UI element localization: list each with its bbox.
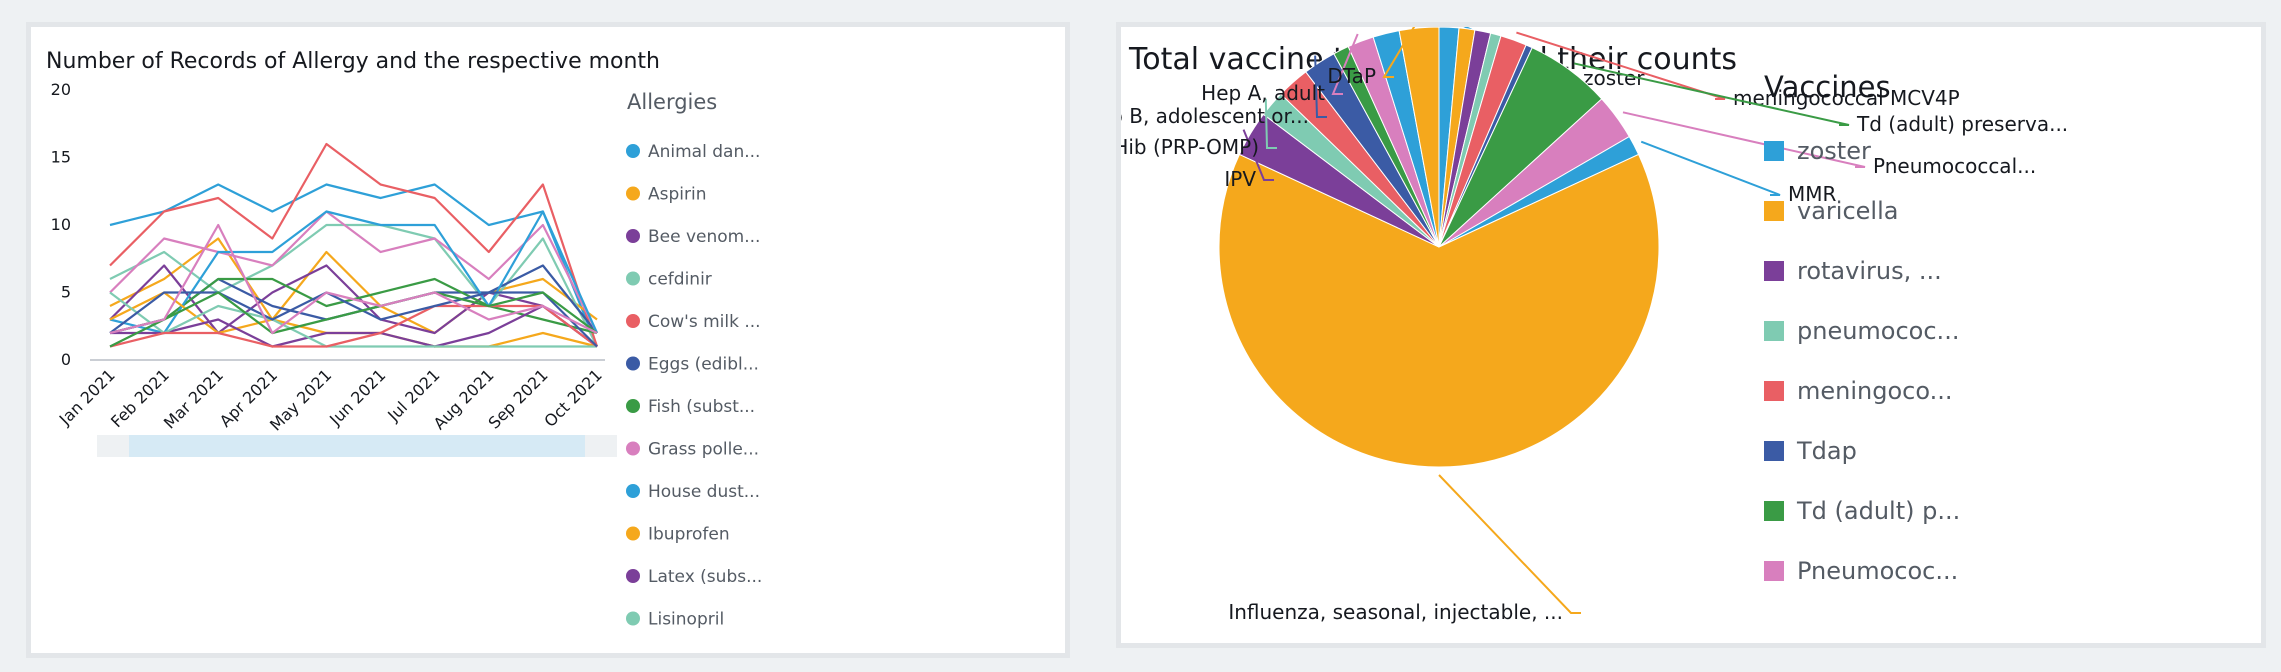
pie-leader-line bbox=[1314, 55, 1327, 118]
legend-marker bbox=[1764, 321, 1784, 341]
legend-label: Bee venom... bbox=[648, 227, 760, 247]
legend-label: Td (adult) p... bbox=[1796, 497, 1960, 525]
legend-marker bbox=[1764, 441, 1784, 461]
legend-marker bbox=[626, 186, 640, 201]
x-tick-label: Sep 2021 bbox=[485, 365, 552, 432]
legend-marker bbox=[1764, 501, 1784, 521]
y-tick-label: 5 bbox=[61, 283, 71, 302]
y-tick-label: 20 bbox=[51, 80, 71, 99]
legend-label: Animal dan... bbox=[648, 142, 760, 162]
legend-marker bbox=[626, 229, 640, 243]
legend-label: pneumococ... bbox=[1797, 317, 1959, 345]
pie-slice-label: Pneumococcal... bbox=[1873, 154, 2036, 178]
legend-label: Latex (subs... bbox=[648, 567, 762, 587]
y-tick-label: 10 bbox=[51, 215, 71, 234]
legend-marker bbox=[1764, 381, 1784, 401]
legend-marker bbox=[626, 611, 640, 626]
legend-marker bbox=[1764, 201, 1784, 221]
series-line bbox=[109, 291, 598, 348]
legend-label: Pneumococ... bbox=[1797, 557, 1958, 585]
pie-slice-label: Influenza, seasonal, injectable, ... bbox=[1228, 600, 1563, 624]
legend-marker bbox=[1764, 261, 1784, 281]
legend-label: House dust... bbox=[648, 482, 760, 502]
series-line bbox=[109, 291, 597, 348]
x-tick-label: Oct 2021 bbox=[540, 365, 605, 430]
legend-marker bbox=[626, 314, 640, 328]
pie-leader-line bbox=[1264, 98, 1277, 149]
legend-label: Grass polle... bbox=[648, 440, 759, 460]
allergy-chart-panel: Number of Records of Allergy and the res… bbox=[26, 22, 1070, 658]
pie-leader-line bbox=[1382, 27, 1416, 78]
pie-slice-label: DTaP bbox=[1327, 64, 1376, 88]
pie-slice-label: meningococcal MCV4P bbox=[1733, 86, 1960, 110]
pie-slice-label: MMR bbox=[1788, 182, 1837, 206]
y-tick-label: 15 bbox=[51, 148, 71, 167]
legend-marker bbox=[626, 526, 640, 541]
legend-marker bbox=[626, 441, 640, 456]
legend-label: Fish (subst... bbox=[648, 397, 755, 417]
legend-marker bbox=[626, 356, 640, 371]
legend-label: meningoco... bbox=[1797, 377, 1953, 405]
legend-marker bbox=[626, 569, 640, 583]
pie-leader-line bbox=[1622, 111, 1866, 168]
legend-label: Lisinopril bbox=[648, 610, 724, 630]
pie-slice-label: Hep A, adult bbox=[1201, 81, 1325, 105]
allergy-chart-title: Number of Records of Allergy and the res… bbox=[46, 49, 661, 74]
legend-label: Cow's milk ... bbox=[648, 312, 761, 332]
pie-slice-label: Hib (PRP-OMP) bbox=[1121, 135, 1259, 159]
series-line bbox=[110, 304, 598, 348]
legend-marker bbox=[626, 271, 640, 286]
legend-marker bbox=[1764, 141, 1784, 161]
pie-leader-line bbox=[1516, 31, 1726, 100]
pie-leader-line bbox=[1242, 129, 1274, 181]
pie-slice bbox=[1218, 153, 1660, 468]
legend-label: rotavirus, ... bbox=[1797, 257, 1942, 285]
legend-label: cefdinir bbox=[648, 270, 712, 290]
series-line bbox=[109, 291, 598, 348]
pie-slice-label: Td (adult) preserva... bbox=[1856, 112, 2068, 136]
chart-scrollbar-thumb bbox=[129, 435, 585, 457]
x-tick-label: Jun 2021 bbox=[325, 365, 389, 429]
legend-label: varicella bbox=[1797, 197, 1898, 225]
y-tick-label: 0 bbox=[61, 350, 71, 369]
legend-marker bbox=[1764, 561, 1784, 581]
pie-leader-line bbox=[1331, 33, 1359, 95]
legend-marker bbox=[626, 399, 640, 413]
series-line bbox=[109, 223, 598, 335]
legend-label: zoster bbox=[1797, 137, 1871, 165]
legend-label: Eggs (edibl... bbox=[648, 355, 759, 375]
legend-label: Tdap bbox=[1796, 437, 1857, 465]
pie-leader-line bbox=[1438, 474, 1581, 614]
pie-slice-label: Hep B, adolescent or... bbox=[1121, 104, 1309, 128]
legend-marker bbox=[626, 144, 640, 158]
legend-label: Aspirin bbox=[648, 185, 707, 205]
legend-label: Ibuprofen bbox=[648, 525, 730, 545]
pie-slice-label: IPV bbox=[1224, 167, 1256, 191]
series-line bbox=[109, 304, 598, 348]
series-line bbox=[109, 142, 599, 347]
series-line bbox=[109, 210, 598, 334]
x-tick-label: Mar 2021 bbox=[160, 365, 227, 432]
legend-marker bbox=[626, 484, 640, 498]
vaccine-legend-title: Vaccines bbox=[1764, 70, 1891, 104]
series-line bbox=[109, 237, 598, 335]
pie-leader-line bbox=[1640, 140, 1781, 196]
allergy-legend-title: Allergies bbox=[627, 90, 717, 114]
pie-slice bbox=[1398, 27, 1440, 248]
pie-leader-line bbox=[1574, 62, 1850, 126]
